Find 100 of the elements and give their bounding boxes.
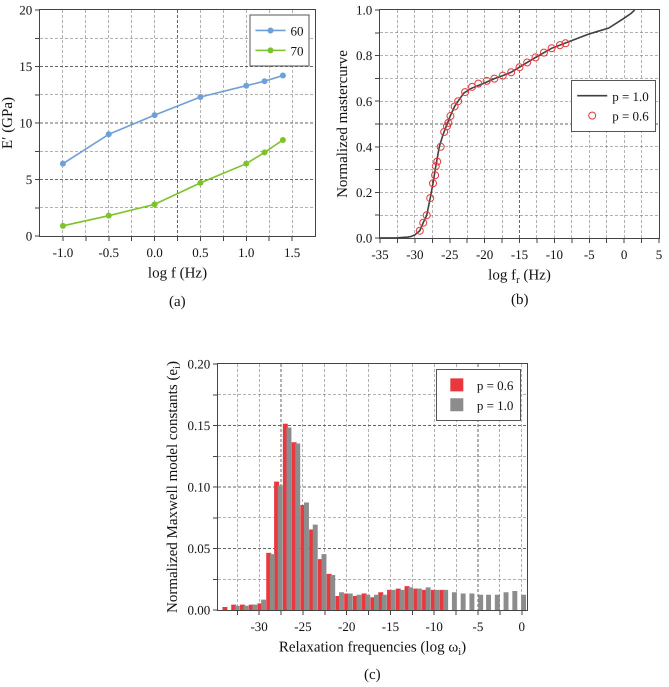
bar — [434, 590, 440, 610]
y-tick-label: 20 — [19, 2, 32, 18]
x-axis-title: Relaxation frequencies (log ω$_{i}$) — [278, 640, 466, 658]
bar — [304, 502, 309, 610]
point — [446, 112, 454, 120]
point — [419, 218, 428, 227]
bar — [278, 485, 283, 610]
y-tick-label: 0.20 — [187, 356, 210, 372]
point — [60, 160, 66, 167]
x-tick-label: -20 — [338, 618, 356, 634]
point — [474, 80, 482, 88]
x-tick-label: 0.0 — [146, 244, 163, 260]
x-tick-label: -0.5 — [98, 244, 120, 260]
y-tick-label: 10 — [19, 116, 32, 131]
x-tick-label: 0 — [518, 618, 525, 634]
bar — [330, 575, 336, 610]
point — [490, 74, 498, 83]
legend-label: p = 1.0 — [476, 398, 514, 413]
point — [152, 112, 158, 118]
bar — [478, 594, 484, 610]
x-tick-label: -20 — [476, 246, 494, 262]
bar — [443, 590, 448, 610]
point — [197, 180, 204, 186]
point — [262, 78, 268, 84]
x-tick-label: -5 — [584, 246, 595, 262]
bar — [365, 594, 370, 610]
bar — [521, 594, 526, 610]
point — [442, 122, 451, 130]
x-tick-label: -15 — [510, 246, 528, 262]
x-tick-label: 0 — [620, 246, 628, 262]
point — [482, 76, 491, 85]
bar — [460, 594, 466, 610]
bar — [312, 524, 318, 610]
x-tick-label: 5 — [656, 246, 662, 262]
x-tick-label: -25 — [441, 246, 458, 262]
point — [152, 201, 158, 208]
bar — [494, 594, 500, 610]
point — [461, 88, 470, 96]
bar — [322, 554, 326, 610]
x-axis-title: log f$_{r}$ (Hz) — [488, 268, 551, 286]
bar — [390, 590, 396, 610]
bar — [252, 604, 258, 610]
point — [507, 68, 516, 76]
point — [280, 72, 286, 79]
y-tick-label: 5 — [26, 172, 32, 188]
point — [426, 194, 434, 202]
point — [516, 63, 524, 72]
y-tick-label: 1.0 — [356, 2, 372, 18]
bar — [426, 587, 431, 610]
bar — [286, 427, 292, 610]
text: (a) — [169, 294, 186, 310]
y-tick-label: 0.0 — [356, 230, 372, 246]
x-tick-label: -25 — [294, 618, 312, 634]
legend-label: 70 — [290, 43, 304, 58]
text: (c) — [364, 667, 381, 683]
point — [106, 131, 112, 138]
point — [468, 82, 476, 91]
point — [556, 41, 564, 50]
point — [60, 222, 66, 229]
x-tick-label: 1.5 — [284, 244, 300, 260]
point — [454, 97, 462, 106]
bar — [231, 604, 236, 610]
bar — [512, 591, 518, 610]
bar — [270, 554, 275, 610]
point — [197, 94, 204, 100]
y-tick-label: 15 — [19, 59, 32, 74]
bar — [374, 594, 379, 610]
bar — [222, 607, 228, 610]
bar — [261, 600, 266, 610]
bar — [469, 594, 474, 610]
point — [562, 39, 570, 48]
point — [548, 44, 556, 52]
point — [498, 72, 507, 80]
point — [450, 102, 459, 110]
y-tick-label: 0.2 — [356, 184, 372, 200]
x-tick-label: -30 — [250, 618, 268, 634]
bar — [234, 606, 240, 610]
bar — [416, 588, 422, 610]
legend-label: p = 1.0 — [612, 88, 649, 104]
bar — [295, 443, 300, 610]
bar — [408, 587, 414, 610]
y-tick-label: 0.05 — [187, 541, 210, 556]
point — [429, 179, 438, 188]
point — [106, 212, 112, 219]
y-tick-label: 0.00 — [187, 602, 210, 618]
x-tick-label: -10 — [546, 246, 564, 262]
bar — [382, 594, 387, 610]
x-tick-label: -10 — [426, 618, 443, 634]
y-tick-label: 0.10 — [187, 480, 210, 495]
bar — [244, 606, 249, 610]
point — [433, 158, 442, 166]
y-tick-label: 0.8 — [356, 48, 372, 64]
bar — [452, 592, 457, 610]
x-tick-label: -1.0 — [52, 244, 74, 260]
x-tick-label: 0.5 — [192, 244, 209, 260]
y-tick-label: 0.15 — [187, 418, 210, 434]
point — [280, 136, 286, 143]
y-tick-label: 0.4 — [356, 139, 373, 154]
bar — [356, 594, 362, 610]
x-tick-label: -35 — [371, 246, 389, 262]
